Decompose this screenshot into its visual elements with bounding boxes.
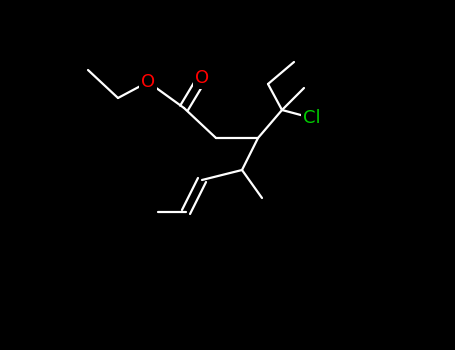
Text: O: O xyxy=(141,73,155,91)
Text: Cl: Cl xyxy=(303,109,321,127)
Text: O: O xyxy=(195,69,209,87)
